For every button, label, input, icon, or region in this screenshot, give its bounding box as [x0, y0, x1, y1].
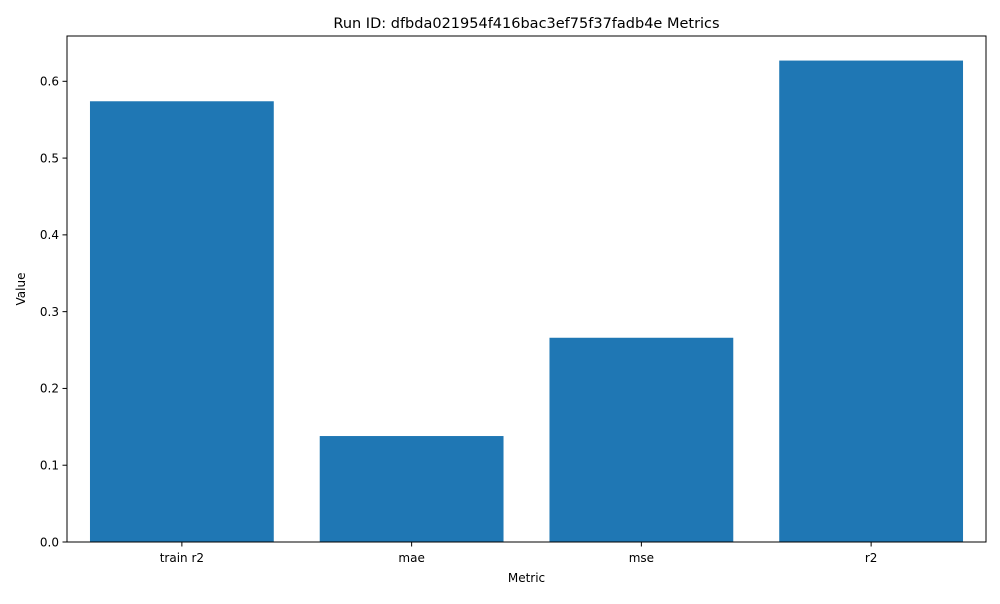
- x-tick-label: train r2: [160, 551, 204, 565]
- bar-train-r2: [89, 101, 274, 542]
- x-axis-ticks: train r2 mae mse r2: [160, 542, 878, 565]
- y-tick-label: 0.1: [40, 459, 59, 473]
- bars-group: [89, 60, 964, 543]
- y-tick-label: 0.4: [40, 228, 59, 242]
- y-tick-label: 0.5: [40, 151, 59, 165]
- y-tick-label: 0.0: [40, 535, 59, 549]
- y-axis-ticks: 0.0 0.1 0.2 0.3 0.4 0.5 0.6: [40, 75, 67, 549]
- y-tick-label: 0.3: [40, 305, 59, 319]
- y-tick-label: 0.2: [40, 382, 59, 396]
- bar-mae: [319, 436, 504, 542]
- y-tick-label: 0.6: [40, 75, 59, 89]
- bar-r2: [779, 60, 964, 543]
- plot-frame: [66, 35, 987, 543]
- x-tick-label: r2: [865, 551, 878, 565]
- bar-mse: [549, 337, 734, 542]
- x-tick-label: mae: [398, 551, 424, 565]
- y-axis-label: Value: [14, 273, 28, 306]
- x-tick-label: mse: [629, 551, 654, 565]
- x-axis-label: Metric: [508, 571, 545, 585]
- chart-title: Run ID: dfbda021954f416bac3ef75f37fadb4e…: [333, 16, 719, 32]
